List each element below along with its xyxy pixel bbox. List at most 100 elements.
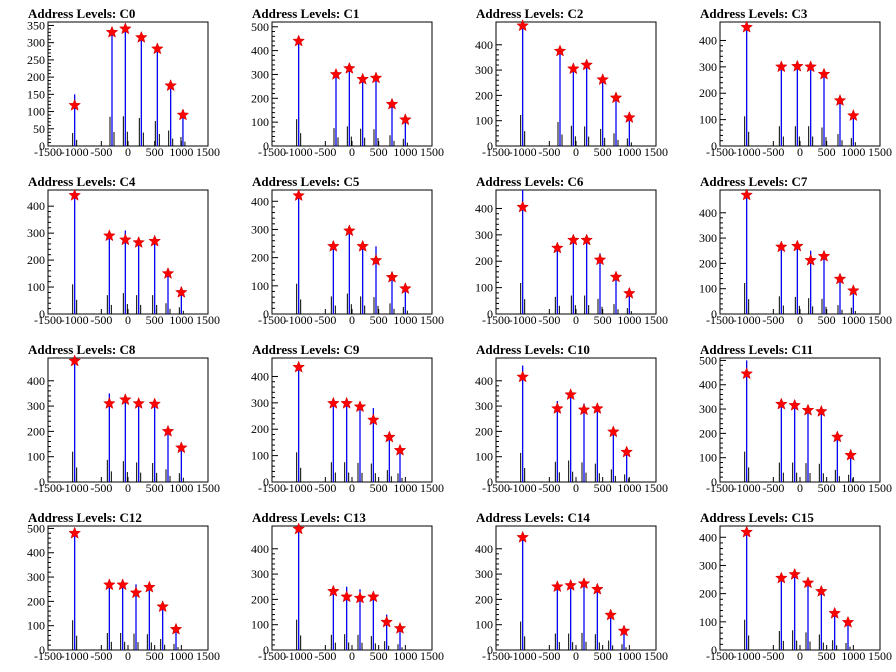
y-tick-label: 400 xyxy=(251,44,269,58)
y-tick-label: 100 xyxy=(27,450,45,464)
x-tick-label: -1000 xyxy=(61,649,89,663)
x-tick-label: 500 xyxy=(594,649,612,663)
peak-marker xyxy=(340,590,354,603)
chart-title: Address Levels: C0 xyxy=(28,6,136,21)
y-tick-label: 300 xyxy=(475,63,493,77)
y-tick-label: 300 xyxy=(475,399,493,413)
peak-marker xyxy=(564,388,578,401)
peak-marker xyxy=(774,397,788,410)
chart-panel: 0 100 200 300 400 500 -1500 -1000 -500 0 500 1000 15… xyxy=(224,0,448,168)
x-tick-label: 1500 xyxy=(644,313,668,327)
y-tick-label: 200 xyxy=(251,251,269,265)
peak-marker xyxy=(116,578,130,591)
y-tick-label: 100 xyxy=(251,618,269,632)
peak-marker xyxy=(292,188,306,202)
peak-marker xyxy=(326,239,340,252)
y-tick-label: 200 xyxy=(27,253,45,267)
chart-panel: 0 100 200 300 400 -1500 -1000 -500 0 500 1000 1500 A… xyxy=(0,336,224,504)
x-tick-label: 1000 xyxy=(841,145,865,159)
x-tick-label: -1500 xyxy=(34,481,62,495)
peak-marker xyxy=(774,60,788,73)
y-tick-label: 200 xyxy=(699,256,717,270)
x-tick-label: 500 xyxy=(818,145,836,159)
peak-marker xyxy=(609,91,623,104)
x-tick-label: -1500 xyxy=(258,481,286,495)
chart-svg: 0 100 200 300 400 -1500-1000 -500 0 500 1000 1500 xyxy=(27,354,220,495)
y-tick-label: 400 xyxy=(27,374,45,388)
y-tick-label: 100 xyxy=(699,451,717,465)
y-tick-label: 100 xyxy=(251,449,269,463)
y-tick-label: 400 xyxy=(251,194,269,208)
chart-title: Address Levels: C7 xyxy=(700,174,808,189)
chart-panel: 0 100 200 300 400 -1500 -1000 -500 0 500 1000 1500 A… xyxy=(448,168,672,336)
x-tick-label: -500 xyxy=(538,481,560,495)
peak-marker xyxy=(617,624,631,637)
peak-marker xyxy=(329,67,343,80)
peak-marker xyxy=(118,233,132,246)
chart-panel: 0 100 200 300 400 -1500 -1000 -500 0 500 1000 1500 A… xyxy=(224,504,448,672)
peak-marker xyxy=(566,233,580,246)
y-tick-label: 0 xyxy=(263,643,269,657)
x-tick-label: 0 xyxy=(349,313,355,327)
peak-marker xyxy=(369,71,383,84)
peak-marker xyxy=(134,30,148,43)
x-tick-label: 1500 xyxy=(420,481,444,495)
x-tick-label: -1500 xyxy=(706,145,734,159)
y-tick-label: 100 xyxy=(699,282,717,296)
peak-marker xyxy=(550,401,564,415)
peak-marker xyxy=(774,571,788,584)
x-tick-label: -500 xyxy=(90,313,112,327)
x-tick-label: 1000 xyxy=(841,649,865,663)
plot-frame xyxy=(271,525,433,651)
peak-marker xyxy=(150,42,164,55)
x-tick-label: 1500 xyxy=(868,481,892,495)
peak-marker xyxy=(326,396,340,409)
peak-marker xyxy=(353,400,367,413)
peak-marker xyxy=(788,398,802,411)
y-tick-label: 300 xyxy=(699,402,717,416)
x-tick-label: 1000 xyxy=(393,481,417,495)
peak-marker xyxy=(356,239,370,252)
x-tick-label: -500 xyxy=(314,145,336,159)
peak-marker xyxy=(817,67,831,80)
x-tick-label: 1000 xyxy=(617,481,641,495)
y-tick-label: 300 xyxy=(27,36,45,50)
chart-title: Address Levels: C2 xyxy=(476,6,584,21)
x-tick-label: -500 xyxy=(314,649,336,663)
y-tick-label: 300 xyxy=(699,60,717,74)
x-tick-label: -500 xyxy=(314,313,336,327)
peak-marker xyxy=(740,525,754,538)
x-tick-label: 500 xyxy=(146,649,164,663)
y-tick-label: 200 xyxy=(27,70,45,84)
peak-marker xyxy=(326,584,340,597)
peak-marker xyxy=(148,234,162,247)
y-tick-label: 0 xyxy=(711,307,717,321)
x-tick-label: 1000 xyxy=(617,313,641,327)
peak-marker xyxy=(622,110,636,124)
x-tick-label: -1500 xyxy=(34,649,62,663)
y-tick-label: 300 xyxy=(475,228,493,242)
x-tick-label: 500 xyxy=(370,145,388,159)
x-tick-label: -1000 xyxy=(285,649,313,663)
chart-svg: 0 100 200 300 400 500 -1500-1000 -500 0 500 1000 15… xyxy=(27,521,220,663)
plot-frame xyxy=(47,525,209,651)
x-tick-label: 0 xyxy=(125,313,131,327)
peak-marker xyxy=(593,253,607,266)
x-tick-label: 500 xyxy=(146,145,164,159)
y-tick-label: 300 xyxy=(475,567,493,581)
y-tick-label: 0 xyxy=(487,307,493,321)
x-tick-label: -1000 xyxy=(733,649,761,663)
peak-marker xyxy=(577,577,591,590)
x-tick-label: 1000 xyxy=(617,649,641,663)
peak-marker xyxy=(161,424,175,437)
chart-title: Address Levels: C5 xyxy=(252,174,360,189)
y-tick-label: 0 xyxy=(711,643,717,657)
y-tick-label: 0 xyxy=(39,475,45,489)
peak-marker xyxy=(841,615,855,628)
x-tick-label: 0 xyxy=(573,649,579,663)
x-tick-label: 0 xyxy=(797,481,803,495)
x-tick-label: -1000 xyxy=(733,481,761,495)
x-tick-label: -1500 xyxy=(482,313,510,327)
peak-marker xyxy=(68,526,82,539)
peak-marker xyxy=(129,586,143,599)
